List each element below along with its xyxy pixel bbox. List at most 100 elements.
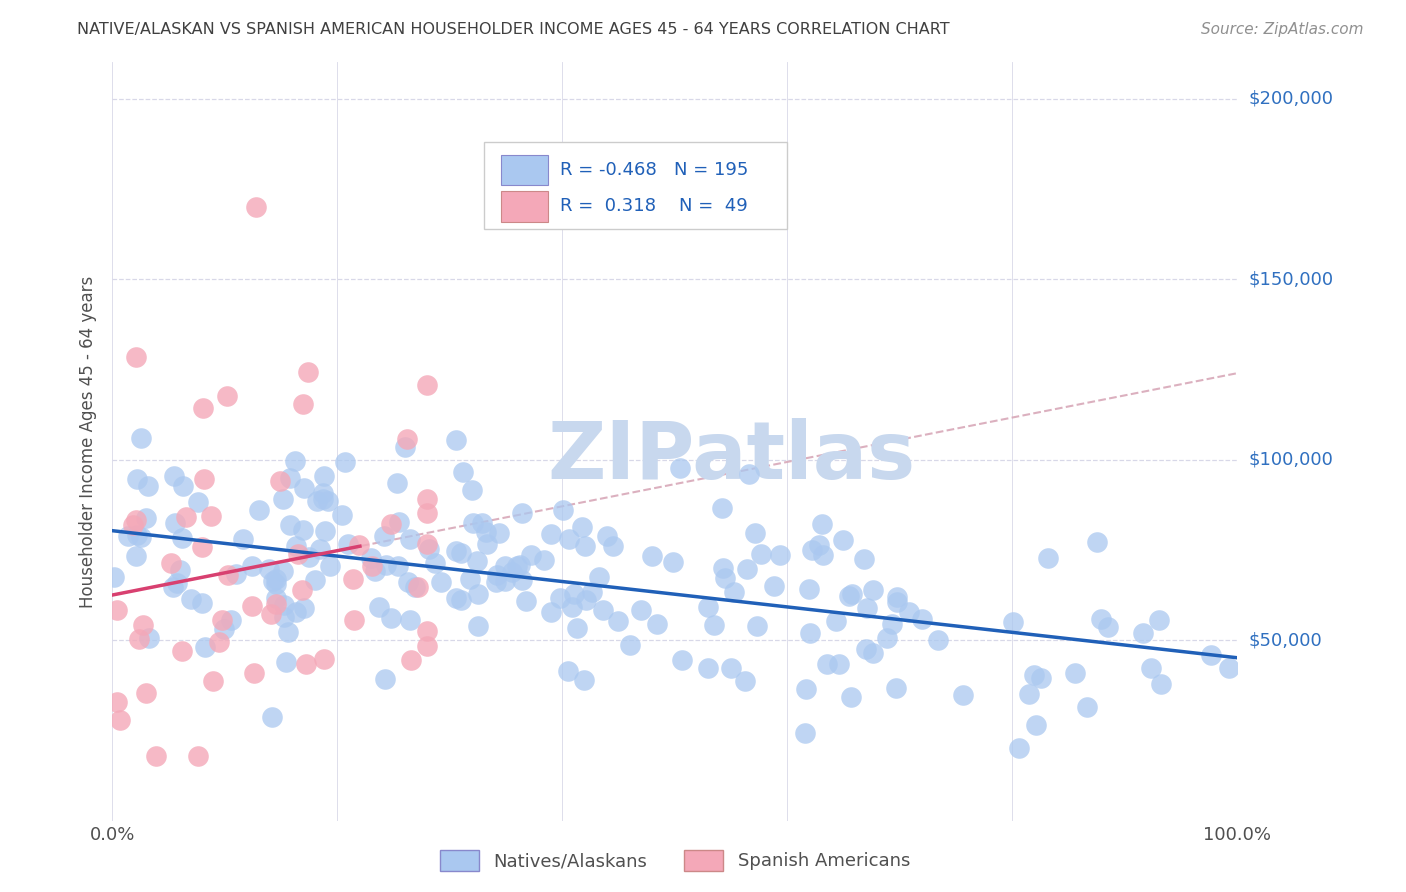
Point: [170, 643, 193, 657]
Point: [191, 401, 214, 415]
Point: [1201, 648, 1223, 662]
Point: [225, 567, 247, 582]
Point: [319, 558, 342, 573]
Point: [200, 509, 222, 524]
Point: [117, 529, 139, 543]
Point: [1008, 741, 1031, 756]
Point: [416, 506, 439, 520]
Point: [720, 661, 742, 675]
Point: [298, 550, 321, 565]
Point: [1001, 615, 1024, 629]
Point: [373, 529, 395, 543]
Point: [567, 621, 589, 635]
Point: [714, 571, 737, 585]
Point: [645, 617, 668, 632]
Point: [297, 365, 319, 379]
Point: [671, 653, 693, 667]
Point: [571, 519, 593, 533]
Point: [135, 510, 157, 524]
Point: [475, 536, 498, 550]
Point: [169, 563, 191, 577]
Point: [911, 612, 934, 626]
Point: [451, 465, 474, 479]
Text: R =  0.318    N =  49: R = 0.318 N = 49: [560, 197, 748, 216]
Point: [470, 516, 492, 530]
Point: [307, 494, 329, 508]
Point: [257, 562, 280, 576]
Point: [416, 624, 439, 639]
Point: [548, 591, 571, 606]
Point: [292, 397, 315, 411]
Point: [588, 570, 610, 584]
Point: [292, 601, 315, 615]
Point: [125, 472, 148, 486]
Point: [749, 547, 772, 561]
Point: [444, 544, 467, 558]
Point: [808, 538, 831, 552]
Point: [217, 389, 239, 403]
Point: [1085, 534, 1108, 549]
Point: [284, 605, 307, 619]
Point: [416, 536, 439, 550]
Point: [596, 529, 619, 543]
Point: [488, 526, 510, 541]
Point: [312, 468, 335, 483]
Point: [292, 481, 315, 495]
Point: [361, 559, 384, 574]
Point: [191, 540, 214, 554]
Point: [463, 516, 485, 530]
Point: [262, 574, 284, 589]
Point: [274, 655, 297, 669]
Point: [794, 725, 817, 739]
Y-axis label: Householder Income Ages 45 - 64 years: Householder Income Ages 45 - 64 years: [79, 276, 97, 607]
Point: [174, 509, 197, 524]
Point: [662, 555, 685, 569]
Point: [581, 585, 603, 599]
Point: [375, 558, 398, 573]
Point: [475, 524, 498, 539]
Point: [575, 593, 598, 607]
Point: [399, 653, 422, 667]
Point: [927, 633, 949, 648]
Point: [136, 478, 159, 492]
Point: [510, 506, 533, 520]
Point: [697, 661, 720, 675]
Point: [180, 592, 202, 607]
Point: [668, 461, 690, 475]
Point: [540, 527, 562, 541]
Point: [172, 479, 194, 493]
Point: [273, 610, 295, 624]
Point: [266, 572, 288, 586]
Point: [284, 539, 307, 553]
Point: [1149, 614, 1171, 628]
Point: [696, 600, 718, 615]
Point: [711, 561, 734, 575]
Point: [260, 607, 283, 622]
Point: [494, 574, 516, 588]
Point: [264, 597, 287, 611]
Text: $150,000: $150,000: [1249, 270, 1333, 288]
Point: [217, 567, 239, 582]
Point: [287, 547, 309, 561]
Point: [828, 657, 851, 671]
Point: [641, 549, 664, 563]
Point: [396, 575, 419, 590]
Point: [734, 673, 756, 688]
Point: [886, 681, 908, 696]
Point: [394, 440, 416, 454]
Point: [190, 597, 212, 611]
Point: [269, 474, 291, 488]
Point: [124, 513, 146, 527]
Point: [363, 564, 385, 578]
Point: [460, 483, 482, 497]
Point: [1150, 677, 1173, 691]
Point: [855, 601, 877, 615]
Point: [832, 533, 855, 547]
Point: [1038, 551, 1060, 566]
Point: [316, 493, 339, 508]
Point: [540, 605, 562, 619]
Point: [824, 614, 846, 628]
Point: [509, 558, 531, 572]
Point: [135, 686, 157, 700]
Point: [735, 562, 758, 576]
